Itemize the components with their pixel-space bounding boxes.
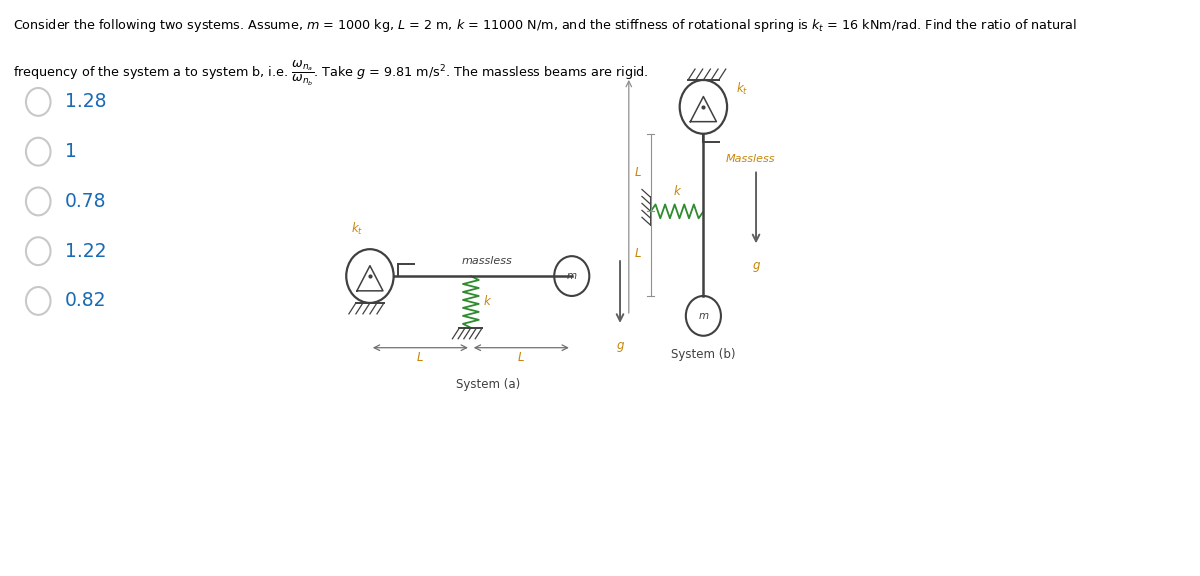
Text: g: g [752, 259, 760, 272]
Text: L: L [635, 247, 641, 260]
Text: System (b): System (b) [671, 348, 736, 361]
Text: Consider the following two systems. Assume, $m$ = 1000 kg, $L$ = 2 m, $k$ = 1100: Consider the following two systems. Assu… [13, 17, 1076, 35]
Text: 1.22: 1.22 [65, 242, 106, 261]
Text: k: k [484, 295, 490, 308]
Text: 0.82: 0.82 [65, 291, 106, 310]
Text: L: L [518, 351, 524, 363]
Text: 1.28: 1.28 [65, 92, 106, 111]
Text: $k_t$: $k_t$ [350, 221, 362, 237]
Text: 1: 1 [65, 142, 77, 161]
Text: g: g [617, 339, 624, 352]
Text: m: m [566, 271, 577, 281]
Text: m: m [698, 311, 708, 321]
Text: 0.78: 0.78 [65, 192, 106, 211]
Text: Massless: Massless [725, 154, 775, 164]
Text: L: L [418, 351, 424, 363]
Text: $k_t$: $k_t$ [736, 81, 748, 97]
Text: k: k [673, 185, 680, 199]
Text: L: L [635, 166, 641, 179]
Text: System (a): System (a) [456, 377, 521, 391]
Text: frequency of the system a to system b, i.e. $\dfrac{\omega_{n_a}}{\omega_{n_b}}$: frequency of the system a to system b, i… [13, 59, 648, 88]
Text: massless: massless [462, 256, 512, 266]
